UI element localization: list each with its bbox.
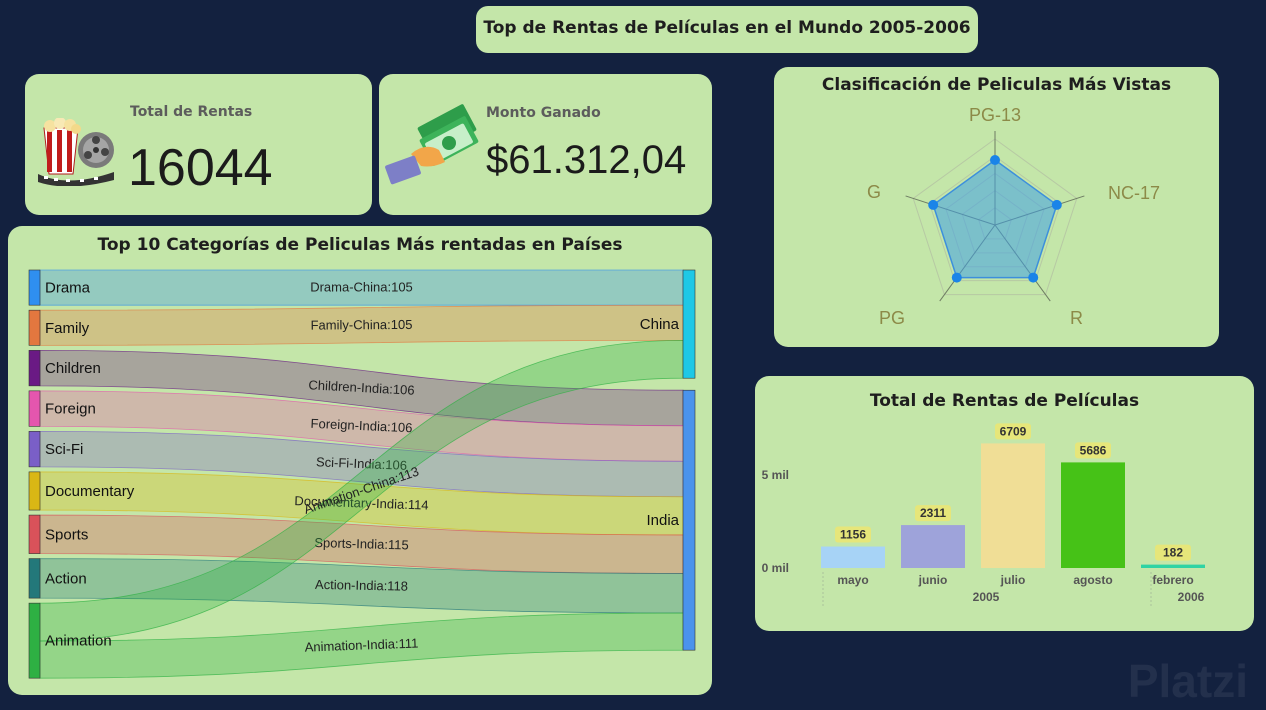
radar-point[interactable] <box>951 272 962 283</box>
sankey-link-label: Drama-China:105 <box>310 280 413 295</box>
sankey-target-label: India <box>646 512 679 529</box>
sankey-source-label: Drama <box>45 280 91 297</box>
hand-money-icon <box>385 104 479 185</box>
total-rentals-card: Total de Rentas 16044 <box>25 74 372 215</box>
sankey-source-label: Sports <box>45 526 88 543</box>
amount-earned-label: Monto Ganado <box>486 105 601 121</box>
sankey-title: Top 10 Categorías de Peliculas Más renta… <box>97 235 623 255</box>
total-rentals-value: 16044 <box>128 139 273 197</box>
radar-point[interactable] <box>1051 199 1062 210</box>
radar-area <box>932 159 1058 279</box>
sankey-source-label: Family <box>45 320 90 337</box>
radar-axis-label: PG-13 <box>969 105 1021 125</box>
sankey-link-label: Children-India:106 <box>308 377 415 398</box>
radar-axis-label: G <box>867 182 881 202</box>
bar-category-label: mayo <box>837 573 868 587</box>
sankey-link-label: Action-India:118 <box>315 577 408 594</box>
sankey-source-node[interactable] <box>28 471 41 511</box>
sankey-source-node[interactable] <box>28 514 41 554</box>
bar-title: Total de Rentas de Películas <box>869 391 1140 411</box>
bar-value-label: 5686 <box>1080 443 1107 457</box>
sankey-link-label: Animation-India:111 <box>304 635 418 654</box>
bar[interactable] <box>1141 564 1205 568</box>
radar-chart: PG-13 NC-17 R PG G <box>867 105 1160 328</box>
radar-point[interactable] <box>1028 272 1039 283</box>
sankey-source-label: Foreign <box>45 401 96 418</box>
dashboard-header: Top de Rentas de Películas en el Mundo 2… <box>476 6 978 53</box>
bar-value-label: 2311 <box>920 506 946 520</box>
amount-earned-card: Monto Ganado $61.312,04 <box>379 74 712 215</box>
sankey-target-node[interactable] <box>682 269 696 379</box>
sankey-link-label: Sports-India:115 <box>314 535 409 552</box>
bar[interactable] <box>981 443 1045 568</box>
bar-value-chip <box>1075 442 1111 459</box>
amount-earned-value: $61.312,04 <box>486 138 687 182</box>
bar-value-label: 182 <box>1163 546 1183 560</box>
bar-y-tick: 5 mil <box>762 468 789 482</box>
dashboard-title: Top de Rentas de Películas en el Mundo 2… <box>483 18 971 38</box>
bar-group-label: 2005 <box>973 590 1000 604</box>
sankey-source-node[interactable] <box>28 558 41 599</box>
bar-category-label: febrero <box>1152 573 1193 587</box>
total-rentals-label: Total de Rentas <box>130 104 253 120</box>
radar-point[interactable] <box>928 199 939 210</box>
sankey-source-label: Animation <box>45 633 112 650</box>
radar-axis-label: R <box>1070 308 1083 328</box>
sankey-source-node[interactable] <box>28 350 41 387</box>
radar-title: Clasificación de Peliculas Más Vistas <box>821 75 1172 95</box>
bar-category-label: junio <box>918 573 948 587</box>
radar-axis-label: PG <box>879 308 905 328</box>
sankey-source-node[interactable] <box>28 602 41 679</box>
watermark-logo: Platzi <box>1127 655 1248 707</box>
sankey-link-label: Family-China:105 <box>311 317 413 333</box>
sankey-source-label: Documentary <box>45 483 135 500</box>
bar-category-label: julio <box>1000 573 1026 587</box>
sankey-link-label: Foreign-India:106 <box>310 416 412 436</box>
bar-category-label: agosto <box>1073 573 1112 587</box>
sankey-source-label: Children <box>45 360 101 377</box>
bar-value-label: 1156 <box>840 528 866 542</box>
bar-value-chip <box>835 526 871 543</box>
bar[interactable] <box>1061 462 1125 568</box>
film-reel-popcorn-icon <box>38 118 114 186</box>
sankey-source-node[interactable] <box>28 431 41 468</box>
sankey-source-label: Action <box>45 570 87 587</box>
radar-card: Clasificación de Peliculas Más Vistas PG… <box>774 67 1219 347</box>
bar-group-label: 2006 <box>1178 590 1205 604</box>
radar-grid-ring <box>912 138 1078 296</box>
bar-y-tick: 0 mil <box>762 561 789 575</box>
sankey-source-node[interactable] <box>28 390 41 427</box>
bar-value-chip <box>1155 544 1191 561</box>
bar-chart: 5 mil 0 mil 1156 mayo 2311 junio 6709 julio 5686… <box>762 423 1205 606</box>
sankey-target-label: China <box>640 316 680 333</box>
sankey-source-node[interactable] <box>28 269 41 306</box>
bar-value-chip <box>915 505 951 522</box>
sankey-target-node[interactable] <box>682 389 696 651</box>
bar-card: Total de Rentas de Películas 5 mil 0 mil 1… <box>755 376 1254 631</box>
sankey-chart: Drama-China:105 Family-China:105 Children-… <box>28 269 696 679</box>
bar[interactable] <box>821 546 885 568</box>
sankey-link-label: Documentary-India:114 <box>294 493 429 512</box>
radar-axis-label: NC-17 <box>1108 183 1160 203</box>
radar-point[interactable] <box>990 155 1000 165</box>
bar-value-chip <box>995 423 1031 440</box>
bar[interactable] <box>901 525 965 568</box>
bar-value-label: 6709 <box>1000 424 1027 438</box>
sankey-link-label: Sci-Fi-India:106 <box>316 454 408 473</box>
radar-grid-ring <box>928 155 1062 282</box>
sankey-card: Top 10 Categorías de Peliculas Más renta… <box>8 226 712 695</box>
sankey-source-node[interactable] <box>28 309 41 346</box>
sankey-source-label: Sci-Fi <box>45 441 83 458</box>
